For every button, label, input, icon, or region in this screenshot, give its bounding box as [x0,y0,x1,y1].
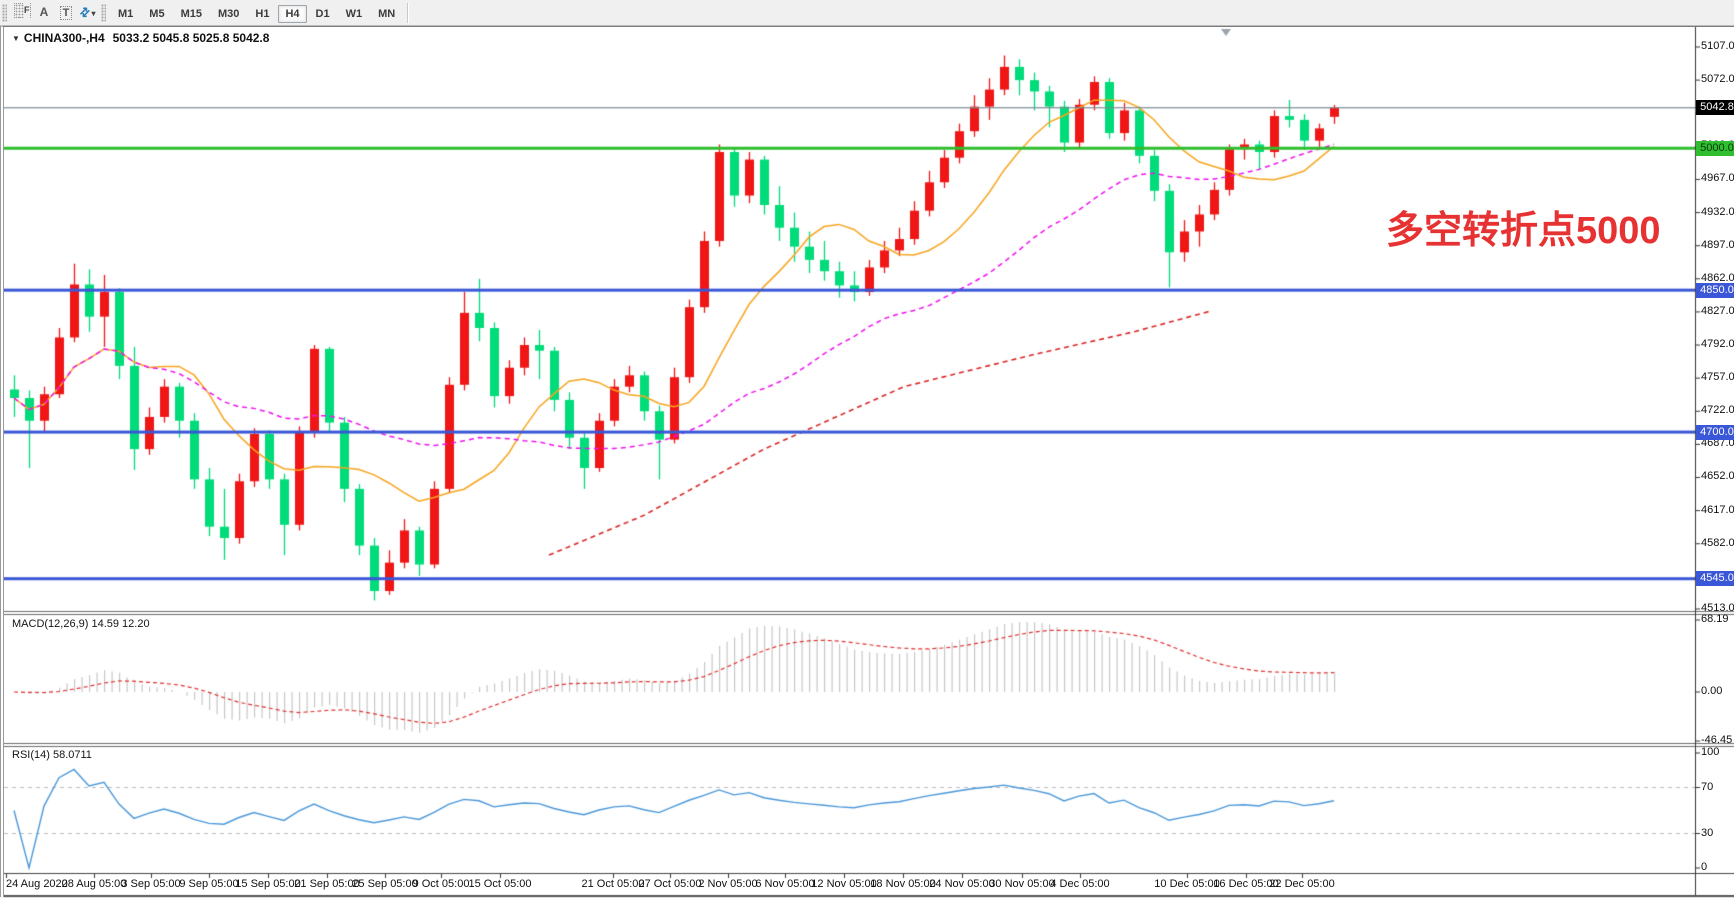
timeframe-button-h4[interactable]: H4 [278,4,307,23]
price-tick-label: 4967.0 [1701,172,1734,185]
timeframe-toolbar: M1 M5 M15 M30 H1 H4 D1 W1 MN [110,4,403,23]
price-tick-label: 4932.0 [1701,205,1734,218]
time-axis-label: 28 Aug 05:00 [61,878,127,890]
price-tick-label: 4617.0 [1701,503,1734,516]
price-tick-label: 4862.0 [1701,271,1734,284]
chart-template-button[interactable]: F [12,1,32,23]
price-tick-label: 4757.0 [1701,371,1734,384]
time-axis-label: 15 Sep 05:00 [235,878,301,890]
time-axis-label: 9 Oct 05:00 [412,878,470,890]
toolbar-drag-handle-2[interactable] [101,3,106,22]
chart-window: ▼ CHINA300-,H4 5033.2 5045.8 5025.8 5042.8… [0,26,1734,898]
time-axis-label: 6 Nov 05:00 [755,878,815,890]
chart-canvas[interactable] [4,27,1734,898]
time-axis-label: 10 Dec 05:00 [1154,878,1220,890]
macd-indicator-label: MACD(12,26,9) 14.59 12.20 [12,618,150,630]
price-level-badge: 4850.0 [1696,282,1734,298]
macd-tick-label: 68.19 [1701,612,1729,625]
rsi-tick-label: 0 [1701,861,1708,873]
time-axis-label: 24 Nov 05:00 [929,878,995,890]
timeframe-button-m1[interactable]: M1 [118,7,134,20]
text-box-button[interactable]: T [56,2,76,23]
timeframe-button-d1[interactable]: D1 [315,7,330,20]
price-tick-label: 4897.0 [1701,238,1734,251]
chart-title: ▼ CHINA300-,H4 5033.2 5045.8 5025.8 5042.8 [12,31,269,45]
time-axis-label: 21 Sep 05:00 [294,878,360,890]
chart-annotation-text: 多空转折点5000 [1386,210,1661,252]
price-level-badge: 5000.0 [1696,140,1734,156]
timeframe-button-mn[interactable]: MN [378,7,396,20]
price-tick-label: 4652.0 [1701,470,1734,483]
price-tick-label: 4722.0 [1701,404,1734,417]
time-axis-label: 4 Dec 05:00 [1050,878,1110,890]
ohlc-values: 5033.2 5045.8 5025.8 5042.8 [112,31,270,45]
rsi-tick-label: 70 [1701,780,1714,793]
time-axis-label: 22 Dec 05:00 [1269,878,1335,890]
time-axis-label: 25 Sep 05:00 [352,878,418,890]
time-axis-label: 15 Oct 05:00 [468,878,532,890]
time-axis-label: 18 Nov 05:00 [870,878,936,890]
timeframe-button-w1[interactable]: W1 [345,7,363,20]
rsi-indicator-label: RSI(14) 58.0711 [12,749,92,761]
price-level-badge: 4700.0 [1696,424,1734,440]
price-tick-label: 5107.0 [1701,40,1734,52]
rsi-tick-label: 100 [1701,746,1720,758]
rsi-tick-label: 30 [1701,826,1714,839]
time-axis-label: 24 Aug 2020 [6,878,68,890]
time-axis-label: 12 Nov 05:00 [811,878,877,890]
time-axis-label: 16 Dec 05:00 [1213,878,1279,890]
cycle-symbol-button[interactable]: ⇄▾ [76,2,98,23]
timeframe-button-h1[interactable]: H1 [255,7,270,20]
toolbar-drag-handle[interactable] [2,3,7,22]
text-box-icon: T [59,6,73,20]
symbol-timeframe-label: CHINA300-,H4 [23,31,105,45]
time-axis-label: 9 Sep 05:00 [179,878,239,890]
price-tick-label: 4827.0 [1701,304,1734,317]
price-tick-label: 5072.0 [1701,73,1734,86]
price-level-badge: 5042.8 [1696,100,1734,116]
time-axis-label: 2 Nov 05:00 [698,878,758,890]
toolbar-separator [407,2,410,23]
symbol-dropdown-icon[interactable]: ▼ [12,34,20,43]
dropdown-caret-icon: ▾ [91,9,96,18]
time-axis-label: 30 Nov 05:00 [989,878,1055,890]
time-axis-label: 21 Oct 05:00 [581,878,645,890]
cycle-arrows-icon: ⇄ [76,3,94,21]
price-level-badge: 4545.0 [1696,571,1734,587]
macd-tick-label: 0.00 [1701,685,1723,697]
macd-tick-label: -46.45 [1701,734,1733,747]
text-label-button[interactable]: A [39,5,49,19]
toolbar: F A T ⇄▾ M1 M5 M15 M30 H1 H4 D1 W1 MN [0,0,1734,26]
timeframe-button-m30[interactable]: M30 [217,7,240,20]
timeframe-button-m5[interactable]: M5 [149,7,165,20]
price-tick-label: 4582.0 [1701,536,1734,549]
price-tick-label: 4687.0 [1701,437,1734,450]
price-tick-label: 4792.0 [1701,338,1734,351]
price-tick-label: 4513.0 [1701,602,1734,614]
timeframe-button-m15[interactable]: M15 [180,7,202,20]
time-axis-label: 3 Sep 05:00 [121,878,181,890]
chart-template-icon: F [13,1,31,20]
time-axis-label: 27 Oct 05:00 [638,878,702,890]
